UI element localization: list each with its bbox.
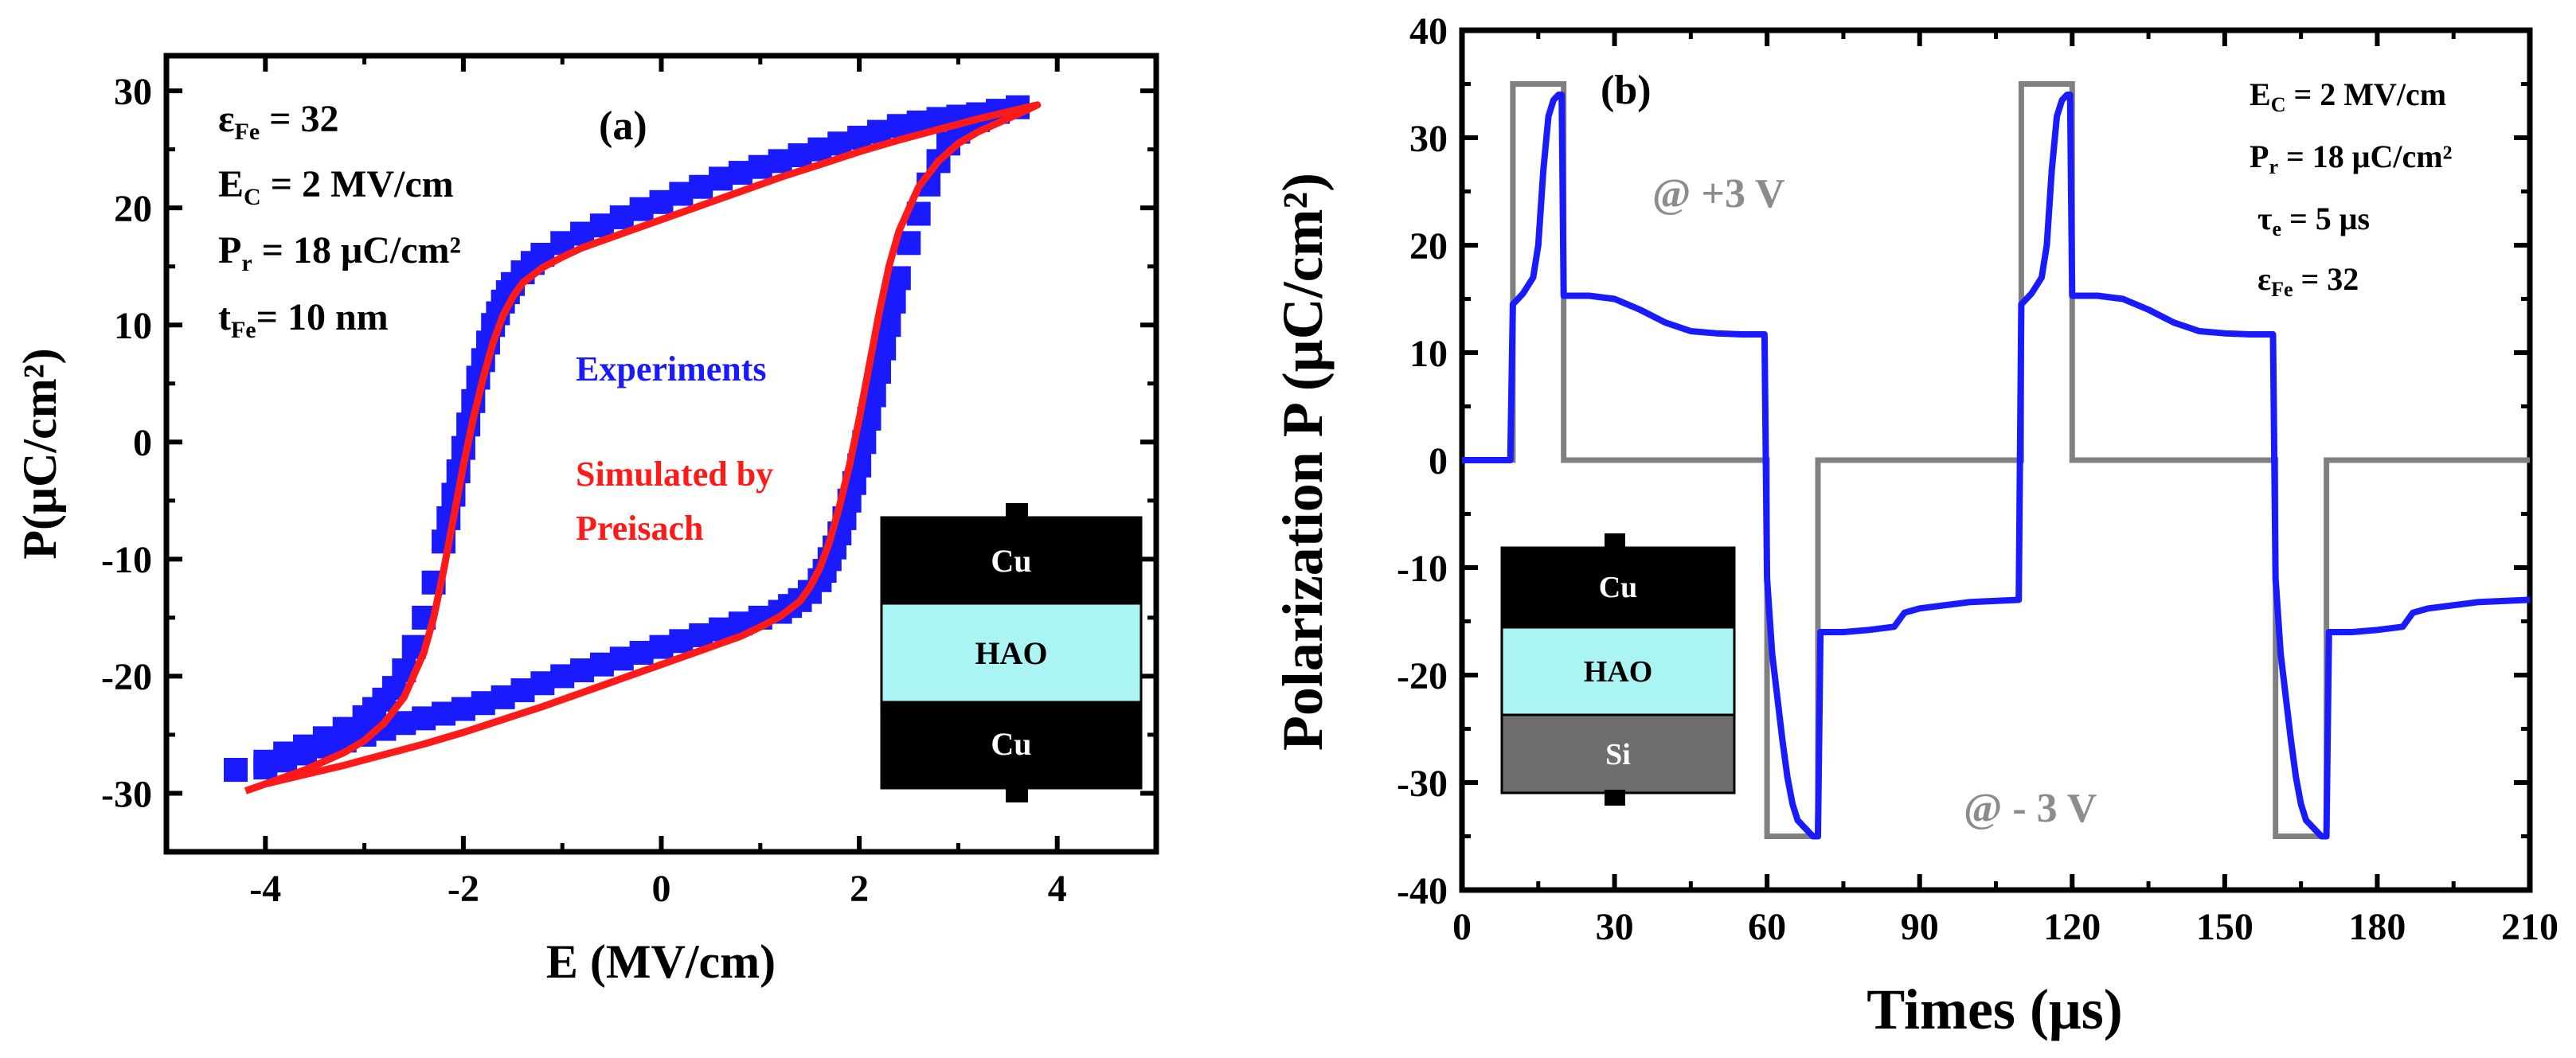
- inset-a-middle-label: HAO: [975, 635, 1047, 671]
- panel-b-x-axis-label: Times (μs): [1867, 978, 2122, 1041]
- annotation-pr: Pr = 18 μC/cm²: [218, 229, 461, 276]
- panel-a-y-tick-label: 0: [133, 422, 152, 464]
- panel-b-y-tick-label: -20: [1397, 655, 1448, 697]
- panel-a-y-tick-label: -10: [101, 539, 152, 581]
- annotation-b-pr: Pr = 18 μC/cm²: [2250, 139, 2453, 178]
- panel-a-simulated-line: [244, 101, 1042, 794]
- legend-simulated-line1: Simulated by: [576, 455, 773, 494]
- panel-a-x-tick-label: 4: [1048, 868, 1067, 910]
- annotation-eps-fe: εFe = 32: [218, 98, 339, 145]
- panel-a-x-tick-label: 0: [652, 868, 671, 910]
- panel-a-x-axis-label: E (MV/cm): [546, 935, 776, 988]
- panel-a-ticks: [166, 56, 1156, 852]
- panel-a-y-tick-label: 20: [114, 188, 152, 230]
- panel-a-x-tick-label: 2: [850, 868, 869, 910]
- panel-b-x-tick-label: 0: [1452, 906, 1472, 948]
- panel-b-y-tick-label: 40: [1409, 10, 1448, 53]
- panel-a-label: (a): [599, 103, 647, 149]
- panel-a-y-tick-label: -20: [101, 656, 152, 698]
- inset-a-bottom-layer: [880, 701, 1143, 790]
- annotation-plus-voltage: @ +3 V: [1652, 171, 1785, 217]
- panel-b-voltage-line: [1462, 81, 2530, 839]
- legend-simulated-line2: Preisach: [576, 509, 704, 548]
- panel-b-y-tick-label: -40: [1397, 870, 1448, 912]
- panel-b-x-tick-label: 60: [1748, 906, 1786, 948]
- panel-a-y-tick-label: -30: [101, 773, 152, 815]
- panel-b-label: (b): [1601, 68, 1652, 113]
- annotation-ec: EC = 2 MV/cm: [218, 163, 454, 210]
- panel-b-y-tick-label: 10: [1409, 333, 1448, 375]
- panel-b-y-axis-label: Polarization P (μC/cm²): [1271, 173, 1335, 751]
- panel-b-inset-stack: Cu HAO Si: [1500, 533, 1736, 806]
- panel-b-tick-labels: 0 30 60 90 120 150 180 210 -40 -30 -20 -10 0 10 20 30 40: [1397, 10, 2558, 948]
- annotation-tfe: tFe= 10 nm: [218, 296, 389, 343]
- inset-b-bottom-layer: [1500, 713, 1736, 794]
- panel-a-inset-stack: Cu HAO Cu: [880, 503, 1143, 802]
- panel-b-x-tick-label: 120: [2043, 906, 2101, 948]
- panel-a-y-tick-label: 10: [114, 305, 152, 347]
- inset-b-top-label: Cu: [1599, 571, 1638, 604]
- panel-b-x-tick-label: 210: [2501, 906, 2558, 948]
- inset-a-top-label: Cu: [991, 543, 1031, 579]
- inset-b-middle-layer: [1500, 626, 1736, 716]
- panel-a-x-tick-label: -2: [448, 868, 479, 910]
- panel-b-y-tick-label: 0: [1429, 440, 1448, 482]
- panel-b-x-tick-label: 150: [2196, 906, 2254, 948]
- inset-b-bottom-label: Si: [1605, 738, 1631, 771]
- panel-a-y-tick-label: 30: [114, 71, 152, 113]
- panel-b-chart: 0 30 60 90 120 150 180 210 -40 -30 -20 -10 0 10 20 30 40…: [1271, 10, 2558, 1041]
- panel-b-y-tick-label: -10: [1397, 548, 1448, 590]
- inset-b-middle-label: HAO: [1584, 655, 1653, 689]
- inset-a-top-layer: [880, 516, 1143, 605]
- panel-b-y-tick-label: -30: [1397, 763, 1448, 805]
- panel-b-ticks: [1460, 28, 2532, 892]
- inset-b-top-layer: [1500, 546, 1736, 629]
- inset-a-bottom-label: Cu: [991, 726, 1031, 762]
- legend-experiments: Experiments: [576, 349, 767, 388]
- panel-b-x-tick-label: 30: [1596, 906, 1634, 948]
- panel-b-x-tick-label: 90: [1901, 906, 1939, 948]
- panel-b-y-tick-label: 20: [1409, 225, 1448, 267]
- experiment-marker: [253, 755, 278, 780]
- annotation-b-tau: τe = 5 μs: [2257, 201, 2370, 240]
- panel-a-y-axis-label: P(μC/cm²): [14, 348, 66, 559]
- panel-b-y-tick-label: 30: [1409, 118, 1448, 160]
- experiment-marker: [224, 758, 248, 783]
- panel-a-x-tick-label: -4: [249, 868, 281, 910]
- panel-b-polarization-line: [1462, 92, 2531, 840]
- annotation-minus-voltage: @ - 3 V: [1964, 786, 2097, 831]
- annotation-b-eps: εFe = 32: [2257, 261, 2359, 301]
- panel-b-x-tick-label: 180: [2348, 906, 2406, 948]
- annotation-b-ec: EC = 2 MV/cm: [2250, 76, 2446, 116]
- inset-a-middle-layer: [880, 602, 1143, 704]
